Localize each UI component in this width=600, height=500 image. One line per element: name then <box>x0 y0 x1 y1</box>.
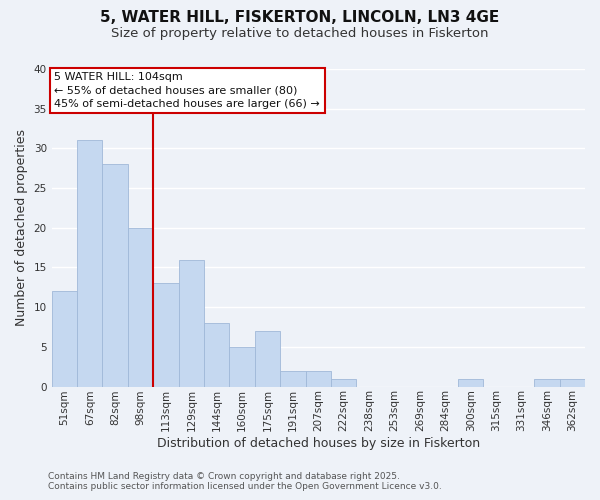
Bar <box>229 347 255 387</box>
Bar <box>77 140 103 386</box>
Bar <box>153 284 179 387</box>
Bar <box>560 378 585 386</box>
Bar <box>179 260 204 386</box>
Text: 5, WATER HILL, FISKERTON, LINCOLN, LN3 4GE: 5, WATER HILL, FISKERTON, LINCOLN, LN3 4… <box>100 10 500 25</box>
Bar <box>534 378 560 386</box>
Bar <box>255 331 280 386</box>
Text: 5 WATER HILL: 104sqm
← 55% of detached houses are smaller (80)
45% of semi-detac: 5 WATER HILL: 104sqm ← 55% of detached h… <box>55 72 320 108</box>
Bar <box>52 292 77 386</box>
Bar <box>204 323 229 386</box>
Y-axis label: Number of detached properties: Number of detached properties <box>15 130 28 326</box>
Bar <box>458 378 484 386</box>
X-axis label: Distribution of detached houses by size in Fiskerton: Distribution of detached houses by size … <box>157 437 480 450</box>
Bar <box>128 228 153 386</box>
Bar <box>103 164 128 386</box>
Text: Contains public sector information licensed under the Open Government Licence v3: Contains public sector information licen… <box>48 482 442 491</box>
Bar <box>280 370 305 386</box>
Text: Size of property relative to detached houses in Fiskerton: Size of property relative to detached ho… <box>111 28 489 40</box>
Bar <box>305 370 331 386</box>
Bar <box>331 378 356 386</box>
Text: Contains HM Land Registry data © Crown copyright and database right 2025.: Contains HM Land Registry data © Crown c… <box>48 472 400 481</box>
